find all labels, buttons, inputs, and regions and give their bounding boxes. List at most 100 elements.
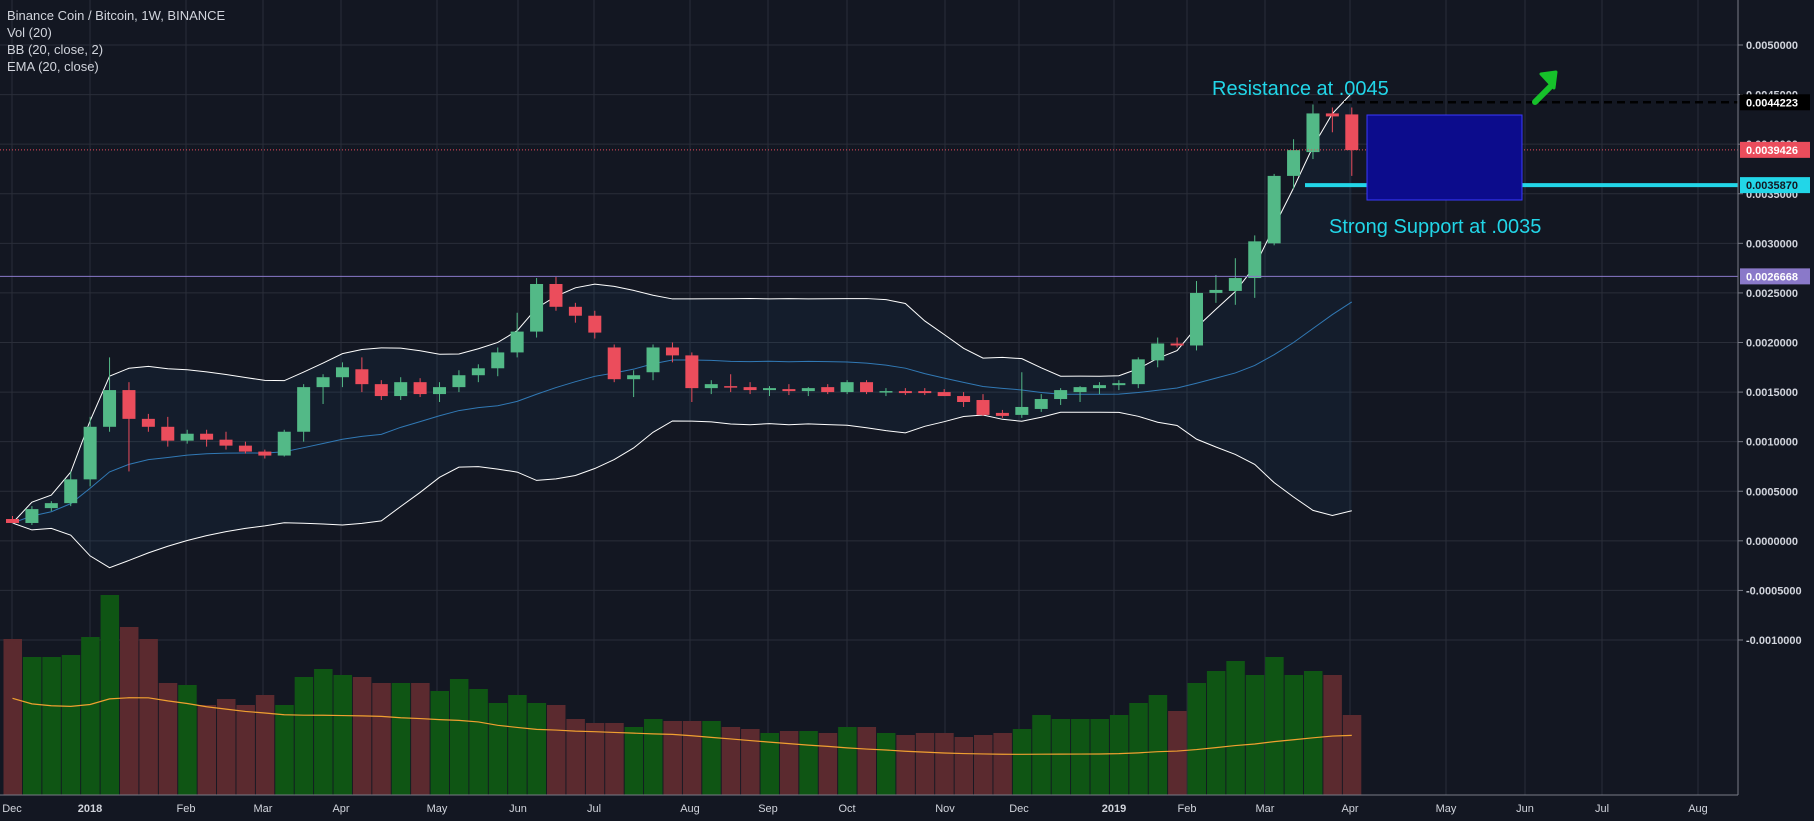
candle-body — [433, 387, 447, 395]
volume-bar — [430, 691, 450, 795]
volume-bar — [702, 721, 721, 795]
volume-bar — [197, 705, 217, 795]
candle-body — [860, 382, 874, 393]
time-tick-label: May — [427, 803, 448, 815]
price-tick-label: 0.0020000 — [1746, 338, 1798, 350]
price-tick-label: 0.0005000 — [1746, 486, 1798, 498]
volume-bar — [3, 639, 22, 795]
candle-body — [743, 387, 757, 391]
volume-bar — [1090, 719, 1109, 795]
candle-body — [1248, 241, 1262, 279]
volume-bar — [624, 727, 644, 795]
time-tick-label: Aug — [1688, 803, 1708, 815]
candle-body — [141, 418, 155, 427]
time-tick-label: Dec — [1009, 803, 1029, 815]
candle-body — [180, 433, 194, 441]
candle-body — [510, 331, 524, 353]
time-tick-label: Jul — [1595, 803, 1609, 815]
h-line-price-tag-bg — [1740, 268, 1810, 285]
symbol-title: Binance Coin / Bitcoin, 1W, BINANCE — [7, 8, 226, 23]
resistance-label: Resistance at .0045 — [1212, 78, 1389, 100]
volume-bar — [139, 639, 158, 795]
candle-body — [1151, 343, 1165, 361]
volume-bar — [22, 657, 42, 795]
volume-bar — [158, 683, 178, 795]
candle-body — [1287, 150, 1301, 176]
candle-body — [588, 315, 602, 333]
volume-bar — [644, 719, 663, 795]
volume-bar — [217, 699, 236, 795]
candle-body — [549, 283, 563, 307]
candle-body — [976, 400, 990, 415]
volume-bar — [1032, 715, 1051, 795]
candle-body — [44, 503, 58, 509]
candle-body — [1190, 292, 1204, 346]
candle-body — [1228, 278, 1242, 291]
volume-bar — [1187, 683, 1207, 795]
time-tick-label: Feb — [1178, 803, 1197, 815]
time-tick-label: Feb — [177, 803, 196, 815]
volume-bar — [993, 733, 1012, 795]
volume-bar — [411, 683, 430, 795]
price-tick-label: 0.0025000 — [1746, 288, 1798, 300]
candle-body — [665, 347, 679, 356]
time-tick-label: May — [1436, 803, 1457, 815]
indicator-volume[interactable]: Vol (20) — [7, 25, 52, 40]
candle-body — [1325, 113, 1339, 117]
time-tick-label: 2018 — [78, 803, 102, 815]
candle-body — [762, 388, 776, 391]
candle-body — [704, 384, 718, 389]
candle-body — [724, 386, 738, 388]
price-tick-label: 0.0030000 — [1746, 238, 1798, 250]
candle-body — [821, 387, 835, 393]
volume-bar — [799, 731, 818, 795]
volume-bar — [42, 657, 61, 795]
support-price-tag-bg — [1740, 177, 1810, 194]
time-tick-label: Dec — [2, 803, 22, 815]
price-axis: 0.00500000.00450000.00400000.00350000.00… — [1737, 0, 1814, 821]
support-label: Strong Support at .0035 — [1329, 216, 1541, 238]
candle-body — [64, 479, 78, 504]
candle-body — [103, 390, 117, 427]
candle-body — [937, 392, 951, 397]
volume-bar — [915, 733, 935, 795]
candle-body — [316, 377, 330, 388]
time-tick-label: Jun — [1516, 803, 1534, 815]
candle-body — [898, 391, 912, 394]
time-tick-label: Nov — [935, 803, 955, 815]
resistance-price-tag-bg — [1740, 94, 1810, 111]
time-tick-label: Aug — [680, 803, 700, 815]
volume-bar — [760, 733, 779, 795]
volume-bar — [954, 737, 974, 795]
candle-body — [646, 347, 660, 373]
volume-bar — [1284, 675, 1304, 795]
price-tick-label: 0.0000000 — [1746, 536, 1798, 548]
candle-body — [6, 519, 19, 523]
volume-bar — [585, 723, 605, 795]
volume-bar — [682, 721, 702, 795]
indicator-bollinger[interactable]: BB (20, close, 2) — [7, 42, 104, 57]
time-tick-label: Apr — [1341, 803, 1358, 815]
support-price-tag: 0.0035870 — [1746, 180, 1798, 192]
candle-body — [297, 387, 311, 432]
candle-body — [374, 384, 388, 397]
candle-body — [995, 412, 1009, 416]
candle-body — [200, 433, 214, 440]
price-tick-label: -0.0010000 — [1746, 635, 1802, 647]
volume-bar — [508, 695, 527, 795]
volume-bar — [1168, 711, 1187, 795]
volume-bar — [333, 675, 352, 795]
candle-body — [122, 390, 136, 419]
candle-body — [1034, 399, 1048, 409]
volume-bar — [974, 735, 993, 795]
volume-bar — [838, 727, 857, 795]
indicator-ema[interactable]: EMA (20, close) — [7, 59, 99, 74]
time-tick-label: Oct — [838, 803, 855, 815]
volume-bar — [1129, 703, 1148, 795]
volume-bar — [352, 677, 372, 795]
candle-body — [1267, 175, 1281, 244]
volume-bar — [1265, 657, 1284, 795]
bb-upper-line — [12, 92, 1353, 524]
price-axis-bg — [1738, 0, 1814, 821]
